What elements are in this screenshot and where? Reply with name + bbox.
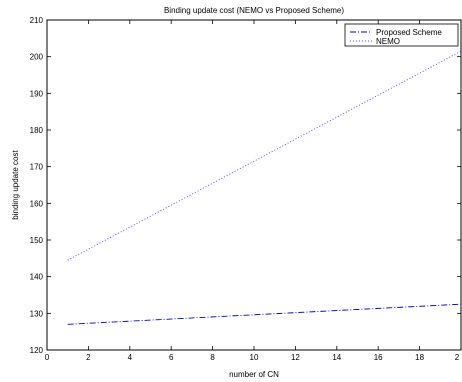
x-tick-label: 4 [128,353,133,362]
x-tick-label: 2 [86,353,91,362]
y-tick-label: 190 [30,89,44,98]
x-axis-label: number of CN [229,370,279,379]
x-axis-ticks: 0 2 4 6 8 10 12 14 16 18 2 [45,20,462,362]
x-tick-label: 14 [332,353,341,362]
legend: Proposed Scheme NEMO [344,23,459,47]
legend-box [344,23,459,47]
y-tick-label: 130 [30,309,44,318]
x-tick-label: 10 [250,353,259,362]
series-line-nemo [67,50,462,261]
x-tick-label: 0 [45,353,50,362]
series-lines [67,50,462,325]
y-axis-ticks: 120 130 140 150 160 170 180 190 200 210 [30,16,461,355]
legend-label-proposed-scheme: Proposed Scheme [376,28,442,37]
series-line-proposed-scheme [67,303,462,325]
y-tick-label: 200 [30,53,44,62]
x-tick-label: 16 [374,353,383,362]
x-tick-label: 2 [455,353,460,362]
y-axis-label: binding update cost [11,150,20,220]
plot-area [46,19,462,351]
y-tick-label: 150 [30,236,44,245]
y-tick-label: 140 [30,273,44,282]
x-tick-label: 8 [210,353,215,362]
x-tick-label: 18 [415,353,424,362]
y-tick-label: 210 [30,16,44,25]
x-tick-label: 12 [291,353,300,362]
legend-label-nemo: NEMO [376,37,400,46]
chart-title: Binding update cost (NEMO vs Proposed Sc… [164,6,344,15]
x-tick-label: 6 [169,353,174,362]
y-tick-label: 170 [30,163,44,172]
y-tick-label: 160 [30,199,44,208]
y-tick-label: 180 [30,126,44,135]
y-tick-label: 120 [30,346,44,355]
